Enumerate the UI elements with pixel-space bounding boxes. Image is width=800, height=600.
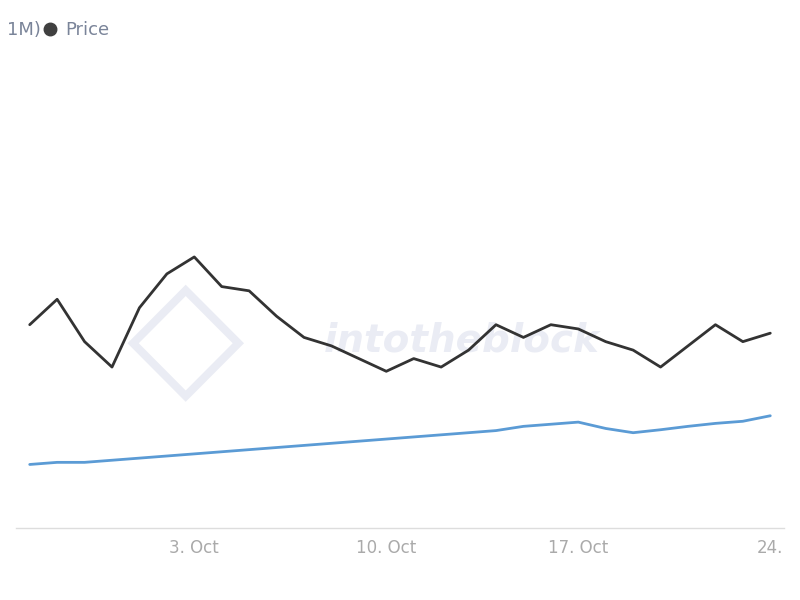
Text: intotheblock: intotheblock — [323, 322, 599, 360]
Legend: 1M), Price: 1M), Price — [0, 21, 109, 39]
Text: ◇: ◇ — [126, 266, 244, 415]
